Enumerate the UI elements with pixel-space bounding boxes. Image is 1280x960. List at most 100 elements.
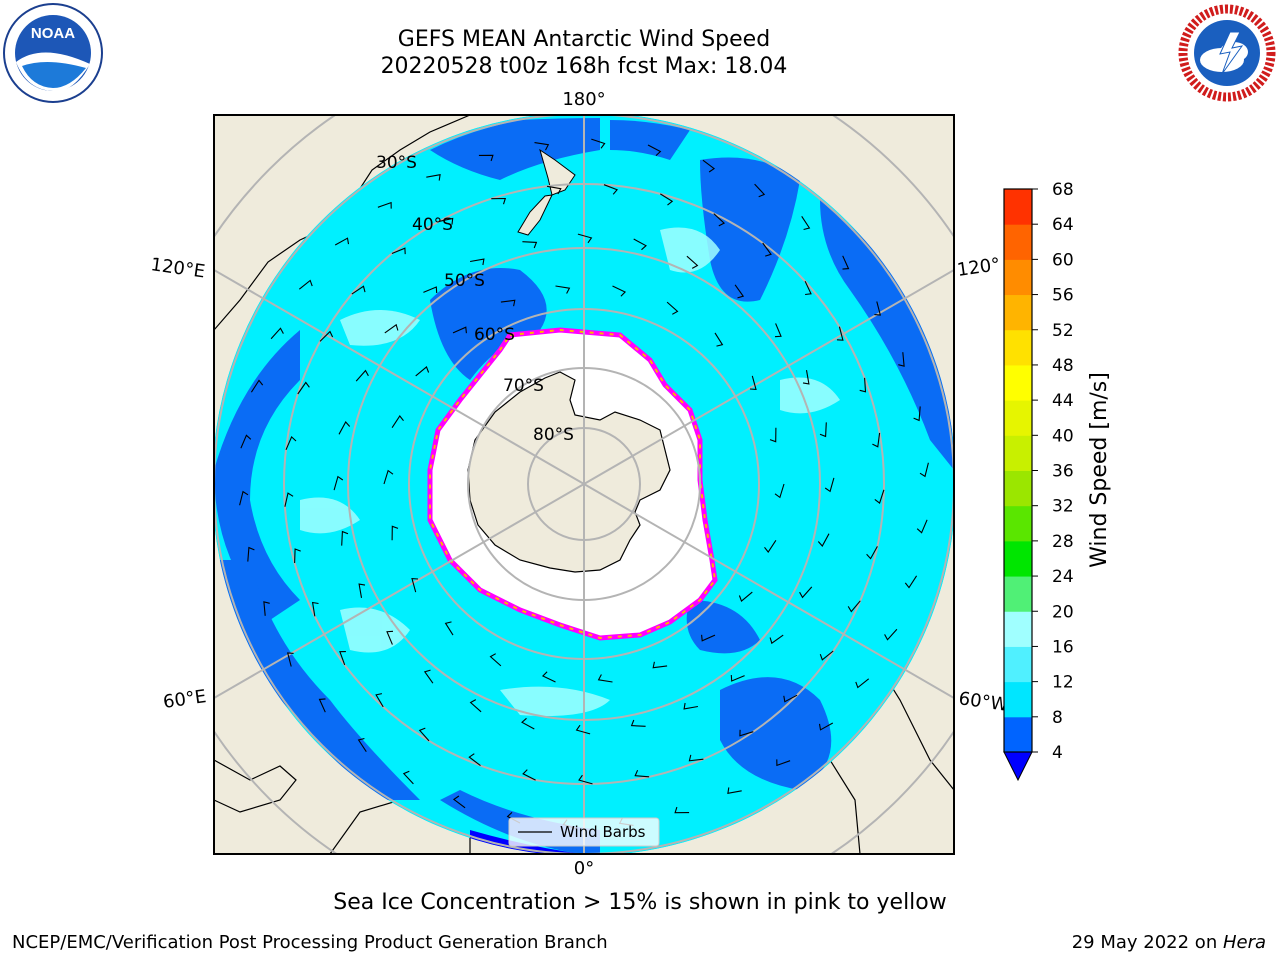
noaa-logo: NOAA: [3, 3, 103, 103]
wind-barb: [311, 601, 319, 617]
colorbar-tick-label: 40: [1052, 426, 1074, 446]
colorbar-tick-label: 44: [1052, 391, 1074, 411]
wind-barb: [270, 327, 284, 340]
wind-barb: [391, 247, 406, 255]
colorbar-segment: [1004, 611, 1032, 647]
colorbar-segment: [1004, 470, 1032, 507]
wind-barb: [411, 577, 419, 593]
wind-barb: [469, 699, 482, 713]
map-legend: Wind Barbs: [508, 817, 660, 847]
wind-barb: [333, 475, 344, 491]
meridian-lines: [214, 115, 954, 854]
new-zealand: [517, 148, 576, 236]
wind-barb: [762, 242, 772, 257]
wind-barb: [916, 519, 928, 534]
colorbar-tick-label: 60: [1052, 250, 1074, 270]
wind-barb: [297, 381, 310, 395]
wind-barb: [522, 769, 536, 781]
wind-barb: [674, 806, 690, 814]
wind-barb: [418, 727, 430, 742]
wind-barb: [872, 432, 881, 448]
colorbar-tick-label: 48: [1052, 356, 1074, 376]
colorbar-segment: [1004, 189, 1032, 225]
colorbar-segment: [1004, 329, 1032, 366]
wind-barb: [774, 323, 782, 338]
wind-barb: [842, 255, 850, 270]
wind-barb: [836, 326, 844, 341]
wind-barb: [355, 369, 369, 382]
wind-barb: [818, 722, 834, 731]
wind-barb: [478, 154, 494, 162]
wind-barb: [351, 285, 366, 295]
wind-barb: [521, 717, 535, 730]
wind-barb: [769, 634, 784, 645]
wind-barb: [341, 530, 349, 546]
wind-barb: [686, 255, 699, 269]
wind-barb: [452, 795, 466, 809]
wind-barb: [375, 693, 384, 708]
legend-label: Wind Barbs: [560, 823, 646, 841]
lon-label-120e: 120°E: [149, 254, 206, 282]
colorbar-tick-label: 24: [1052, 567, 1074, 587]
wind-barb: [575, 724, 591, 735]
colorbar-tick-label: 36: [1052, 462, 1074, 482]
wind-barb: [597, 674, 613, 683]
colorbar-tick-label: 8: [1052, 708, 1063, 728]
lat-label-50s: 50°S: [444, 271, 485, 291]
wind-barb: [874, 301, 882, 316]
colorbar-segment: [1004, 259, 1032, 296]
wind-barb: [819, 422, 827, 438]
colorbar-segment: [1004, 576, 1032, 612]
colorbar-segment: [1004, 681, 1032, 718]
colorbar-tick-label: 12: [1052, 673, 1074, 693]
wind-barb: [824, 477, 835, 493]
footer-date-text: 29 May 2022 on: [1071, 932, 1223, 953]
colorbar-segment: [1004, 435, 1032, 471]
wind-barb: [578, 774, 593, 785]
lon-label-0: 0°: [574, 858, 594, 879]
wind-barb: [339, 651, 346, 666]
wind-barb: [402, 770, 414, 785]
colorbar-segment: [1004, 540, 1032, 577]
wind-barb: [769, 427, 777, 443]
colorbar-segment: [1004, 364, 1032, 401]
wind-barb: [630, 719, 646, 727]
wind-barb: [384, 323, 399, 334]
wind-barb: [263, 601, 270, 616]
colorbar-tick-label: 16: [1052, 637, 1074, 657]
wind-barb: [774, 483, 785, 499]
wind-barb: [804, 280, 812, 296]
wind-barb: [738, 591, 753, 603]
wind-barb: [383, 469, 394, 485]
lon-label-180: 180°: [562, 89, 605, 110]
map-frame: [213, 114, 955, 855]
wind-barb: [338, 421, 351, 435]
wind-barb: [377, 201, 392, 209]
colorbar-tick-label: 20: [1052, 602, 1074, 622]
wind-barb: [633, 238, 647, 251]
noaa-logo-text: NOAA: [31, 25, 75, 42]
wind-barb: [470, 258, 485, 266]
wind-barb: [739, 729, 754, 737]
wind-barbs: [239, 138, 929, 830]
lon-label-60w: 60°W: [957, 688, 1009, 716]
nws-logo: [1178, 4, 1276, 102]
wind-barb: [919, 462, 929, 478]
wind-barb: [701, 634, 716, 642]
wind-barb: [819, 650, 834, 661]
colorbar-tick-label: 64: [1052, 215, 1074, 235]
wind-barb: [727, 787, 742, 794]
wind-barb: [702, 159, 716, 173]
wind-barb: [817, 533, 830, 547]
wind-barb: [426, 174, 441, 181]
wind-barb: [452, 326, 467, 334]
lat-label-80s: 80°S: [533, 425, 574, 445]
wind-barb: [286, 652, 294, 667]
colorbar-tick-label: 32: [1052, 497, 1074, 517]
wind-barb: [285, 435, 297, 451]
wind-barb: [423, 669, 434, 684]
sea-ice-note: Sea Ice Concentration > 15% is shown in …: [333, 890, 947, 915]
colorbar-tick-label: 4: [1052, 743, 1063, 763]
